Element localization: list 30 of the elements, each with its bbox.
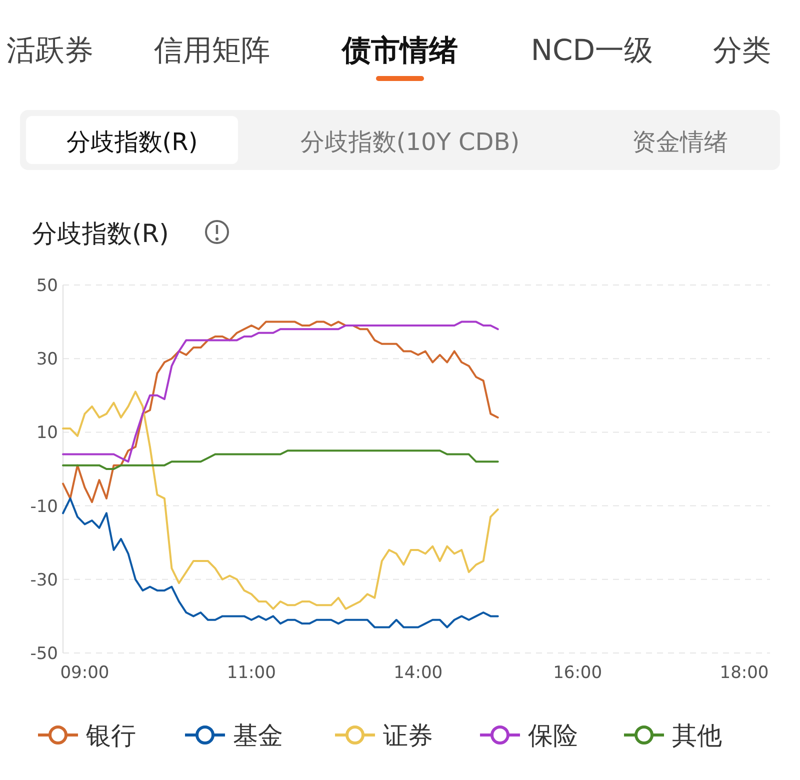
- text: NCD一级: [530, 33, 654, 67]
- x-tick-label: 18:00: [720, 663, 769, 683]
- y-tick-label: 10: [36, 423, 58, 444]
- text: 分类: [713, 33, 771, 67]
- text: 债市情绪: [341, 33, 458, 67]
- legend-label: 其他: [672, 721, 722, 750]
- legend-label: 银行: [85, 721, 136, 750]
- legend-label: 保险: [528, 721, 578, 750]
- y-tick-label: -10: [30, 496, 58, 517]
- x-tick-label: 14:00: [394, 663, 443, 683]
- line-series: [62, 320, 499, 504]
- line-series: [62, 390, 499, 610]
- line-series: [62, 320, 499, 463]
- y-tick-label: 30: [36, 350, 58, 370]
- text: 活跃券: [6, 33, 94, 67]
- x-tick-label: 16:00: [553, 663, 602, 683]
- line-series: [62, 497, 499, 628]
- y-tick-label: 50: [36, 276, 58, 296]
- text: 信用矩阵: [154, 33, 270, 67]
- line-series: [62, 450, 499, 470]
- x-tick-label: 11:00: [226, 663, 276, 683]
- x-tick-label: 09:00: [60, 663, 110, 683]
- chart-title: 分歧指数(R): [32, 219, 169, 248]
- y-tick-label: -50: [30, 644, 58, 664]
- y-tick-label: -30: [30, 570, 58, 590]
- legend-label: 基金: [233, 721, 283, 750]
- legend-label: 证券: [383, 721, 433, 750]
- text: 分歧指数(10Y CDB): [300, 128, 520, 156]
- text: 资金情绪: [632, 128, 728, 156]
- text: 分歧指数(R): [66, 128, 198, 156]
